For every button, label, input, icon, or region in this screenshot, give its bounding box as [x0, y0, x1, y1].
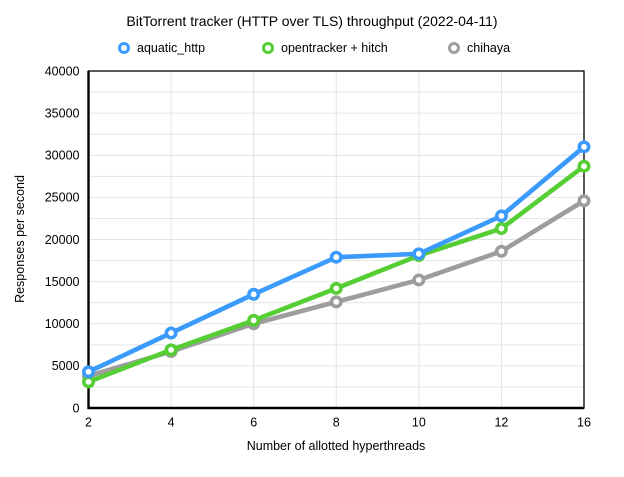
y-tick-label: 5000 [52, 359, 80, 373]
data-point-opentracker-hitch [164, 343, 178, 357]
x-axis-title: Number of allotted hyperthreads [246, 439, 426, 453]
y-tick-label: 0 [73, 401, 80, 415]
chart-title: BitTorrent tracker (HTTP over TLS) throu… [126, 13, 498, 29]
data-point-chihaya [494, 244, 508, 258]
legend-item-label: opentracker + hitch [281, 41, 388, 55]
data-point-aquatic-http [577, 140, 591, 154]
x-tick-label: 8 [333, 416, 340, 430]
data-point-aquatic-http [82, 365, 96, 379]
y-tick-label: 40000 [45, 64, 80, 78]
data-point-chihaya [577, 194, 591, 208]
legend-marker-icon [118, 42, 130, 54]
legend-marker-icon [448, 42, 460, 54]
data-point-opentracker-hitch [329, 281, 343, 295]
x-tick-label: 12 [494, 416, 508, 430]
x-tick-label: 16 [577, 416, 591, 430]
x-tick-label: 2 [85, 416, 92, 430]
y-tick-label: 25000 [45, 191, 80, 205]
x-tick-label: 10 [412, 416, 426, 430]
x-tick-label: 4 [168, 416, 175, 430]
y-tick-label: 10000 [45, 317, 80, 331]
legend-marker-icon [262, 42, 274, 54]
y-tick-label: 30000 [45, 149, 80, 163]
data-point-aquatic-http [494, 209, 508, 223]
data-point-aquatic-http [164, 326, 178, 340]
legend-item-opentracker-hitch: opentracker + hitch [262, 41, 388, 55]
y-tick-label: 35000 [45, 106, 80, 120]
y-tick-label: 15000 [45, 275, 80, 289]
data-point-aquatic-http [247, 287, 261, 301]
y-tick-label: 20000 [45, 233, 80, 247]
data-point-chihaya [412, 273, 426, 287]
legend-item-label: aquatic_http [137, 41, 206, 55]
legend-item-chihaya: chihaya [448, 41, 510, 55]
data-point-opentracker-hitch [82, 375, 96, 389]
data-point-aquatic-http [329, 250, 343, 264]
data-point-opentracker-hitch [494, 222, 508, 236]
data-point-chihaya [329, 295, 343, 309]
legend-item-label: chihaya [467, 41, 511, 55]
x-tick-label: 6 [250, 416, 257, 430]
data-point-opentracker-hitch [247, 313, 261, 327]
data-point-opentracker-hitch [577, 159, 591, 173]
data-point-aquatic-http [412, 247, 426, 261]
legend-item-aquatic-http: aquatic_http [118, 41, 205, 55]
